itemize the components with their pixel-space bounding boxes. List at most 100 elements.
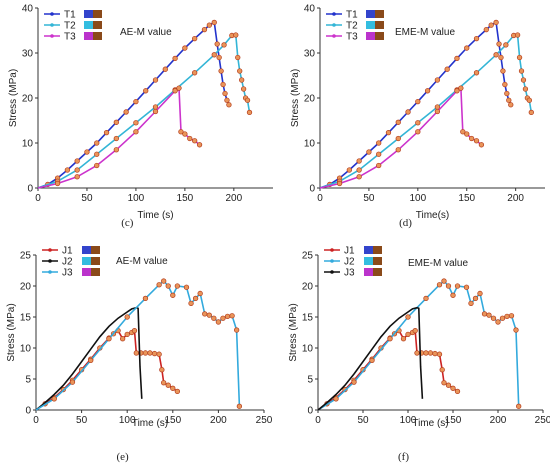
data-point	[182, 131, 188, 137]
series-J3	[35, 278, 243, 411]
data-point	[161, 380, 167, 386]
data-point	[124, 314, 130, 320]
data-point	[237, 68, 243, 74]
legend-colorbar-end	[91, 257, 100, 265]
data-point	[516, 54, 523, 61]
legend-colorbar-end	[375, 10, 384, 18]
data-point	[496, 41, 502, 47]
data-point	[211, 19, 217, 26]
data-point	[174, 283, 181, 289]
legend-label: T3	[64, 32, 76, 43]
data-point	[434, 77, 441, 83]
data-point	[444, 66, 450, 72]
data-point	[170, 385, 176, 391]
data-point	[472, 295, 479, 302]
data-point	[405, 331, 411, 338]
legend-marker	[332, 34, 336, 38]
data-point	[493, 52, 499, 58]
data-point	[94, 140, 100, 146]
data-point	[427, 350, 434, 356]
series-T1	[37, 19, 232, 189]
annotation-label: AE-M value	[120, 27, 172, 38]
data-point	[514, 32, 521, 38]
y-tick-label: 5	[307, 375, 313, 386]
x-tick-label: 200	[225, 193, 242, 204]
legend-label: T1	[346, 10, 358, 21]
data-point	[201, 26, 208, 33]
series-line	[35, 279, 241, 411]
chart-panel-1: 0 50 100 150 200 0 10 20 30 40 Time (s) Stress (MPa…	[8, 4, 273, 229]
y-tick-label: 25	[20, 251, 32, 262]
data-point	[156, 351, 162, 357]
x-tick-label: 50	[76, 415, 88, 426]
x-tick-label: 150	[164, 415, 181, 426]
data-point	[436, 282, 443, 288]
data-point	[94, 162, 100, 169]
data-point	[113, 119, 119, 125]
x-tick-label: 150	[458, 193, 475, 204]
data-point	[454, 283, 461, 289]
data-point	[221, 42, 227, 48]
data-point	[152, 108, 159, 115]
data-point	[468, 135, 475, 142]
series-line	[317, 279, 520, 411]
data-point	[503, 42, 509, 48]
data-point	[152, 104, 159, 110]
legend-marker	[48, 259, 52, 263]
data-point	[423, 295, 429, 302]
y-axis-label: Stress (MPa)	[6, 303, 17, 361]
series-J2	[317, 278, 522, 411]
y-tick-label: 10	[22, 139, 34, 150]
legend-colorbar-end	[373, 246, 382, 254]
legend-marker	[330, 270, 334, 274]
data-point	[495, 319, 501, 325]
data-point	[54, 180, 61, 187]
data-point	[478, 142, 485, 148]
data-point	[369, 357, 375, 364]
data-point	[454, 88, 460, 94]
data-point	[119, 336, 126, 342]
y-tick-label: 20	[20, 282, 32, 293]
data-point	[236, 403, 243, 409]
data-point	[133, 120, 139, 126]
chart-panel-2: 0 50 100 150 200 0 10 20 30 40 Time(s) Stress (MPa)…	[290, 4, 545, 229]
data-point	[156, 282, 162, 288]
series-line	[319, 21, 512, 189]
data-point	[214, 41, 220, 47]
series-T3	[319, 85, 485, 189]
x-tick-label: 250	[535, 415, 550, 426]
series-J2	[35, 306, 143, 411]
data-point	[450, 292, 456, 298]
series-J3	[317, 306, 424, 411]
x-tick-label: 50	[357, 415, 369, 426]
x-tick-label: 0	[35, 193, 41, 204]
data-point	[106, 336, 112, 342]
y-axis-label: Stress (MPa)	[8, 69, 19, 127]
data-point	[336, 180, 343, 187]
data-point	[439, 367, 445, 373]
legend-label: T2	[346, 21, 358, 32]
x-tick-label: 0	[317, 193, 323, 204]
data-point	[244, 97, 251, 103]
legend-label: J3	[62, 268, 73, 279]
data-point	[434, 104, 441, 110]
legend-marker	[50, 34, 54, 38]
x-tick-label: 100	[400, 415, 417, 426]
data-point	[522, 86, 529, 92]
data-point	[211, 315, 217, 321]
legend-colorbar-end	[93, 32, 102, 40]
data-point	[333, 396, 339, 402]
data-point	[165, 283, 171, 289]
data-point	[64, 167, 71, 173]
data-point	[376, 140, 382, 146]
data-point	[346, 167, 352, 173]
legend-marker	[48, 248, 52, 252]
data-point	[415, 129, 421, 135]
x-axis-label: Time(s)	[416, 210, 450, 221]
data-point	[415, 98, 421, 105]
data-point	[445, 382, 452, 388]
data-point	[113, 135, 119, 142]
y-tick-label: 10	[302, 344, 314, 355]
data-point	[124, 331, 130, 338]
